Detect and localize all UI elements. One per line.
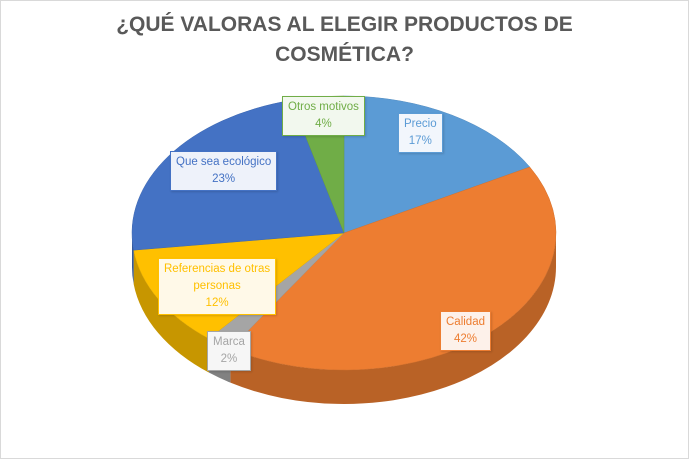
pie-side-que-sea-ecol-gico bbox=[132, 233, 134, 285]
data-label-precio: Precio 17% bbox=[398, 113, 443, 153]
data-label-referencias: Referencias de otras personas 12% bbox=[158, 258, 277, 315]
pie-slice-precio[interactable] bbox=[343, 95, 531, 234]
data-label-calidad: Calidad 42% bbox=[440, 311, 491, 351]
data-label-otros-motivos: Otros motivos 4% bbox=[282, 96, 365, 136]
pie-slices bbox=[131, 95, 557, 371]
chart-title: ¿QUÉ VALORAS AL ELEGIR PRODUCTOS DE COSM… bbox=[0, 10, 689, 70]
chart-title-line-2: COSMÉTICA? bbox=[275, 43, 414, 66]
chart-title-line-1: ¿QUÉ VALORAS AL ELEGIR PRODUCTOS DE bbox=[116, 13, 573, 36]
data-label-marca: Marca 2% bbox=[207, 331, 251, 371]
pie-side-calidad bbox=[230, 233, 556, 404]
pie-side-referencias-de-otras-personas bbox=[133, 250, 209, 373]
data-label-ecologico: Que sea ecológico 23% bbox=[170, 151, 278, 191]
